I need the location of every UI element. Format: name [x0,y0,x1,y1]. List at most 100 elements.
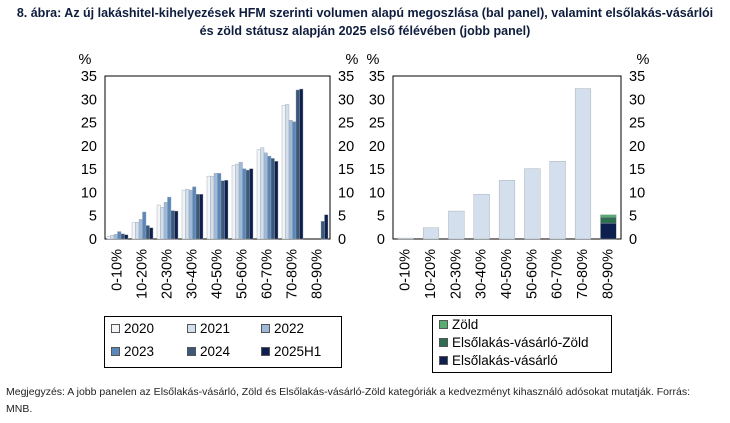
legend-swatch [439,320,448,329]
stack-segment-összesen [473,194,490,240]
right-ytick-left: 10 [369,185,385,201]
legend-swatch [439,356,448,365]
bar-2020 [231,165,236,240]
bar-2025h1 [149,227,154,240]
stack-segment-összesen [549,161,566,240]
bar-2024 [245,169,250,240]
left-ytick-left: 10 [81,185,97,201]
legend-item-elsőlakás-vásárló-zöld: Elsőlakás-vásárló-Zöld [439,335,589,350]
legend-item-2022: 2022 [261,321,304,336]
right-category-label: 80-90% [600,249,616,299]
legend-item-2025h1: 2025H1 [261,344,321,359]
bar-2024 [170,210,175,240]
bar-2020 [206,175,211,240]
legend-item-2023: 2023 [111,344,154,359]
left-ytick-left: 15 [81,162,97,178]
right-ytick-right: 35 [629,69,645,85]
left-ytick-right: 15 [338,162,354,178]
bar-2024 [320,221,325,240]
right-category-label: 70-80% [575,249,591,299]
left-category-label: 40-50% [210,249,226,299]
bar-2025h1 [299,88,304,240]
right-ytick-left: 15 [369,162,385,178]
legend-label: 2020 [124,321,155,336]
legend-swatch [261,347,270,356]
legend-label: 2025H1 [274,344,322,359]
bar-2020 [131,222,136,240]
bar-2022 [138,219,143,240]
right-unit-left: % [367,52,380,68]
legend-label: 2021 [200,321,231,336]
stack-segment-elsőlakás-vásárló-zöld [600,216,617,224]
legend-item-zöld: Zöld [439,317,478,332]
stack-segment-összesen [524,168,541,240]
right-category-label: 0-10% [398,249,414,291]
bar-2022 [213,173,218,240]
stack-segment-zöld [600,214,617,218]
bar-2023 [167,196,172,240]
right-ytick-left: 35 [369,69,385,85]
right-ytick-right: 15 [629,162,645,178]
bar-2021 [235,163,240,240]
left-ytick-right: 20 [338,139,354,155]
bar-2025h1 [324,214,329,240]
left-unit-right: % [346,52,359,68]
legend-label: 2024 [200,344,231,359]
right-ytick-right: 30 [629,92,645,108]
bar-2022 [263,152,268,240]
bar-2022 [113,234,118,240]
right-ytick-right: 10 [629,185,645,201]
bar-2025h1 [174,210,179,240]
left-category-label: 0-10% [110,249,126,291]
left-ytick-right: 30 [338,92,354,108]
right-ytick-right: 5 [629,209,637,225]
bar-2023 [292,121,297,240]
bar-2025h1 [224,180,229,240]
bar-2022 [238,161,243,240]
left-category-label: 80-90% [310,249,326,299]
right-category-label: 40-50% [499,249,515,299]
chart-canvas: 0 0 5 5 10 10 15 15 20 20 25 25 30 30 35 35% % 0-10% 10-20… [79,52,650,299]
bar-2023 [192,186,197,240]
legend-item-elsőlakás-vásárló: Elsőlakás-vásárló [439,353,558,368]
right-category-label: 10-20% [423,249,439,299]
stack-segment-elsőlakás-vásárló [600,222,617,240]
left-ytick-left: 5 [89,209,97,225]
bar-2023 [267,155,272,240]
legend-item-2020: 2020 [111,321,154,336]
bar-2020 [106,236,111,240]
figure-note: Megjegyzés: A jobb panelen az Elsőlakás-… [6,384,721,418]
figure-title-line1: 8. ábra: Az új lakáshitel-kihelyezések H… [16,6,714,20]
bar-2023 [242,168,247,240]
left-category-label: 50-60% [235,249,251,299]
legend-item-2024: 2024 [187,344,230,359]
left-legend: 2020 2021 2022 2023 2024 2025H1 [104,316,342,368]
left-ytick-right: 35 [338,69,354,85]
left-ytick-left: 30 [81,92,97,108]
bar-2023 [117,231,122,240]
left-ytick-left: 25 [81,116,97,132]
legend-swatch [111,324,120,333]
left-category-label: 70-80% [285,249,301,299]
stack-segment-összesen [498,180,516,240]
left-ytick-left: 20 [81,139,97,155]
left-ytick-right: 0 [338,232,346,248]
stack-segment-összesen [574,88,592,240]
note-line2: MNB. [6,403,33,415]
bar-2021 [260,147,265,240]
bar-2021 [285,104,290,240]
right-ytick-left: 5 [377,209,385,225]
bar-2020 [181,189,186,240]
left-ytick-right: 10 [338,185,354,201]
bar-2025h1 [199,194,204,240]
right-ytick-right: 0 [629,232,637,248]
bar-2025h1 [124,234,129,240]
left-category-label: 60-70% [260,249,276,299]
legend-label: 2022 [274,321,305,336]
bar-2022 [288,120,293,240]
left-category-label: 10-20% [135,249,151,299]
legend-swatch [261,324,270,333]
legend-swatch [111,347,120,356]
bar-2021 [160,207,165,240]
legend-label: Elsőlakás-vásárló-Zöld [452,335,589,350]
